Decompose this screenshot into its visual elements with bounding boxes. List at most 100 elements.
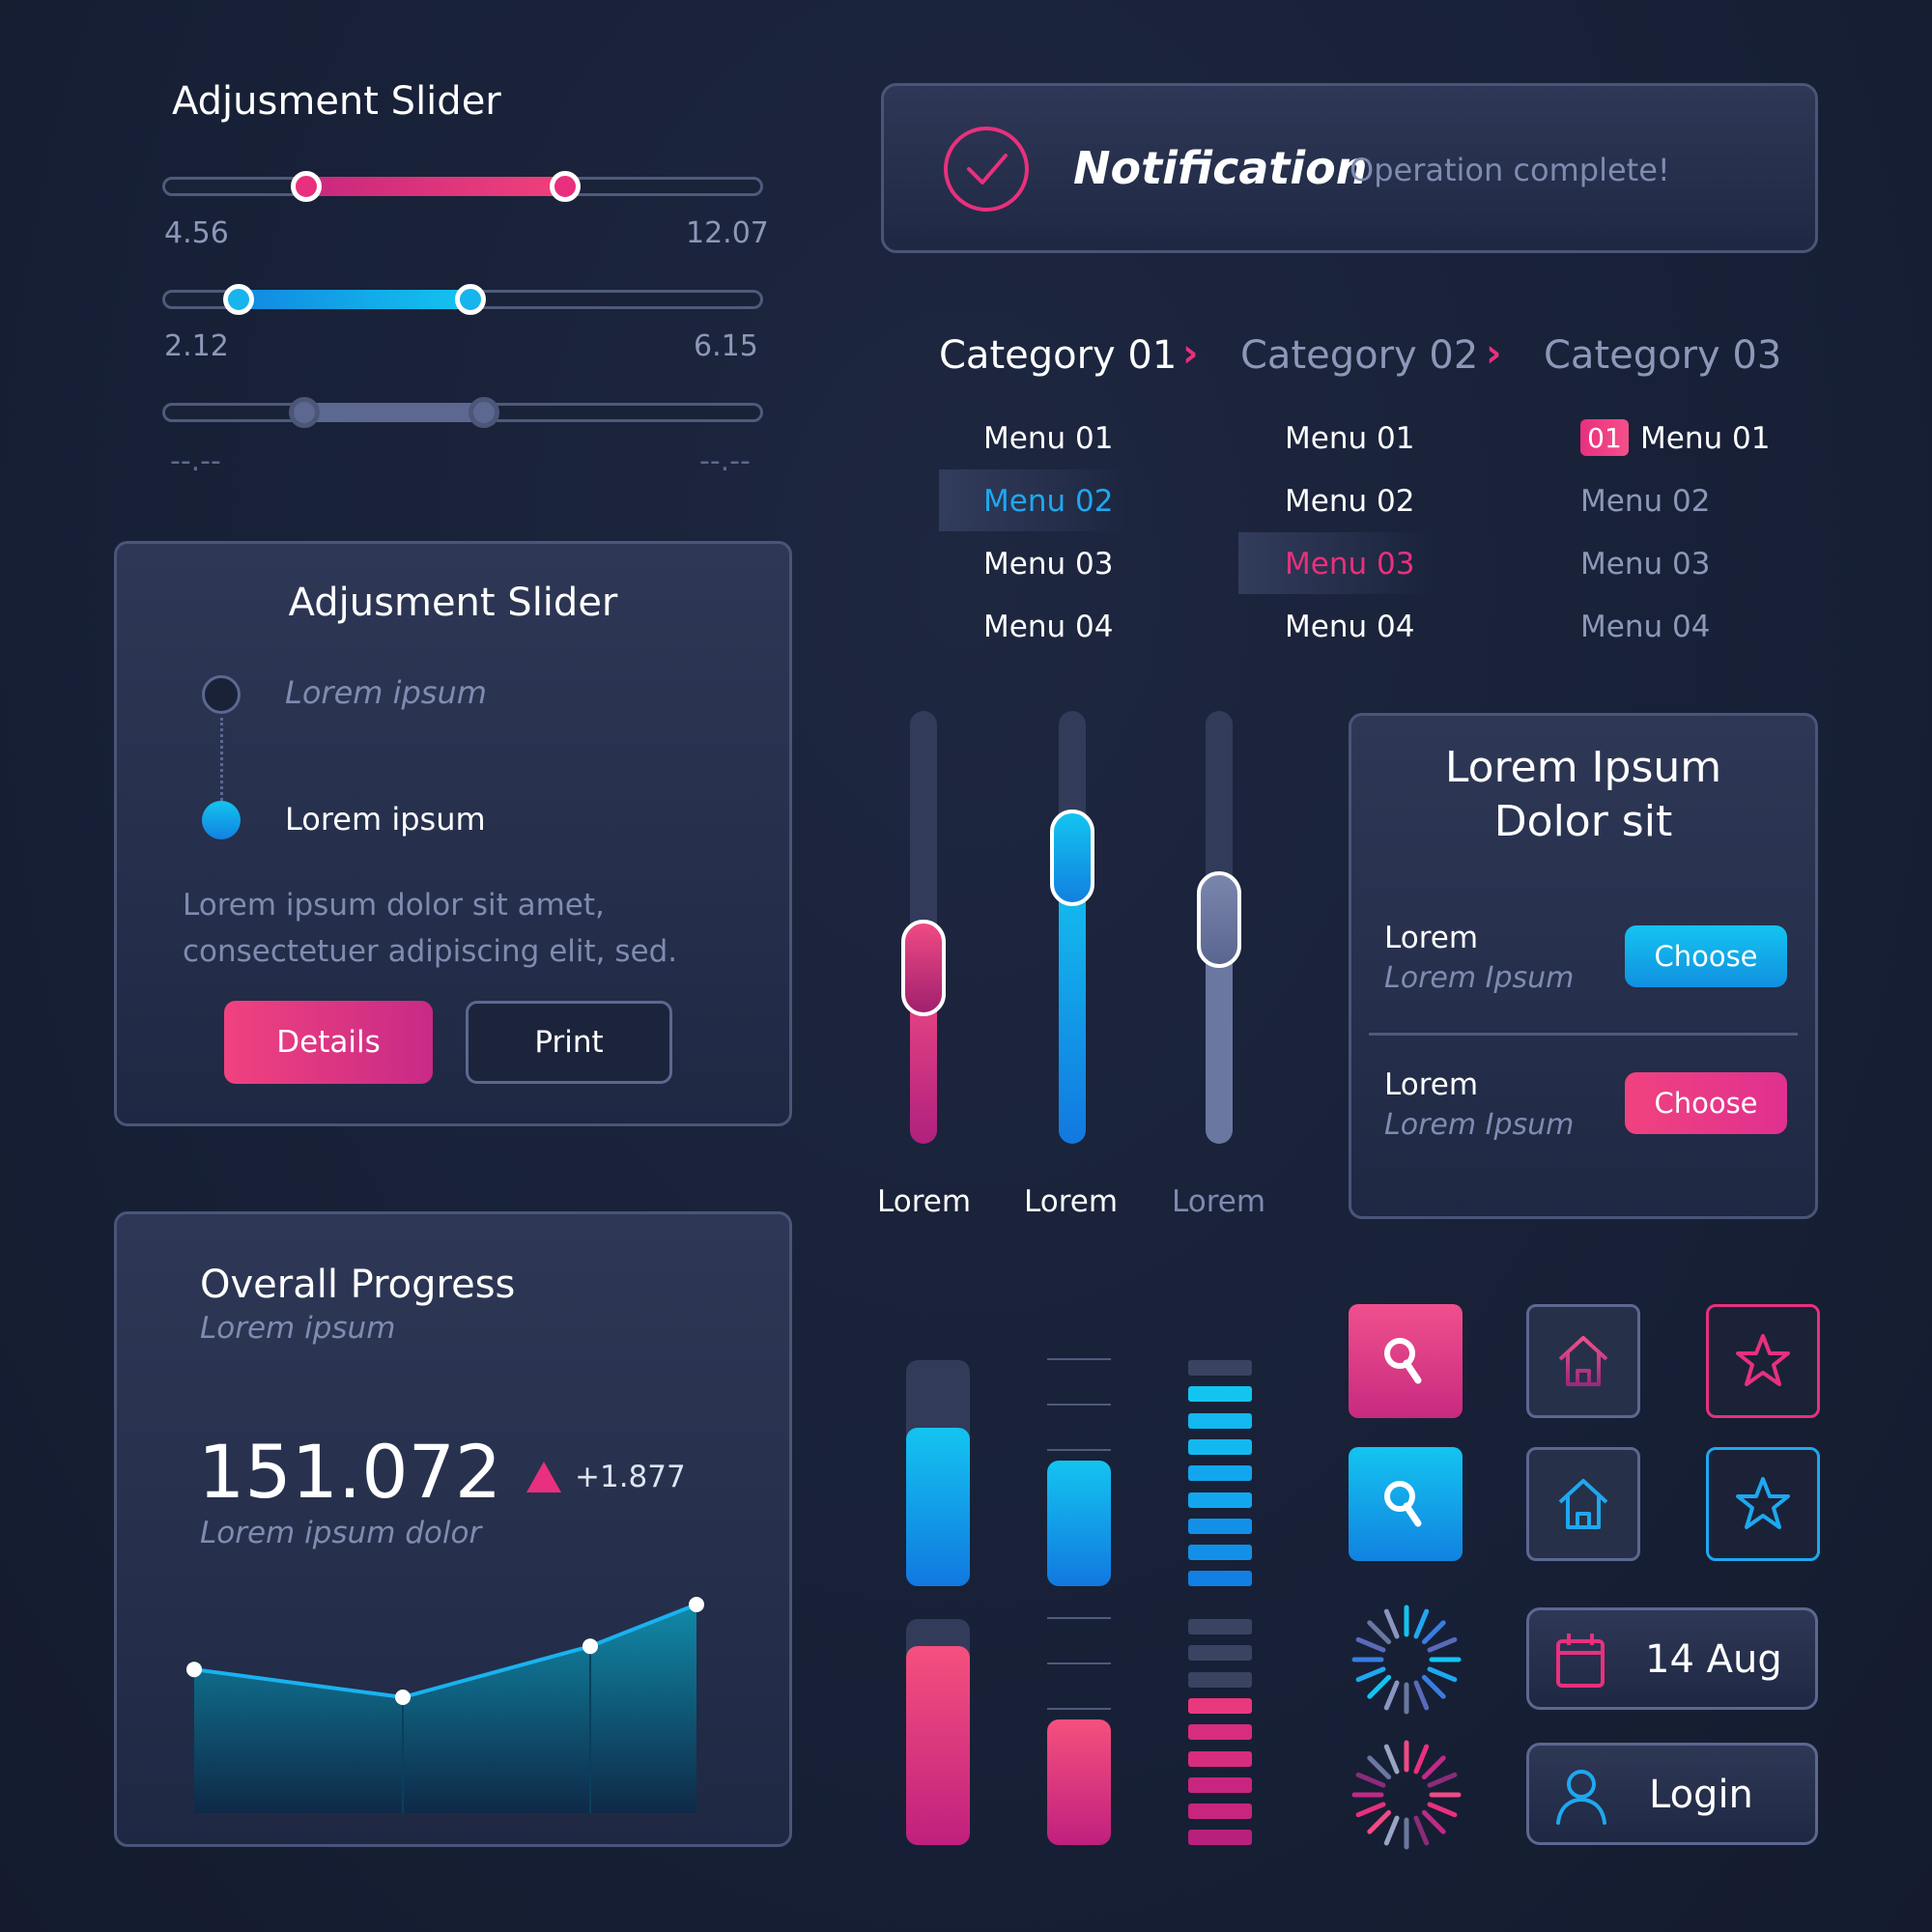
step-dot-inactive	[202, 675, 241, 714]
menu-item[interactable]: Menu 01	[1285, 421, 1415, 456]
meter-segment-lit	[1188, 1545, 1252, 1560]
meter-segment-off	[1188, 1360, 1252, 1376]
menu-item[interactable]: Menu 02	[1580, 484, 1711, 519]
menu-item[interactable]: Menu 03	[1580, 547, 1711, 582]
check-circle-icon	[942, 125, 1031, 213]
menu-badge: 01	[1580, 419, 1629, 456]
tick-bar-pink-fill	[1047, 1719, 1111, 1845]
search-button-blue[interactable]	[1349, 1447, 1463, 1561]
segment-meter-pink	[1188, 1619, 1252, 1847]
meter-segment-lit	[1188, 1465, 1252, 1481]
range-slider-3-max-handle[interactable]	[469, 397, 499, 428]
home-button-blue[interactable]	[1526, 1447, 1640, 1561]
search-button-pink[interactable]	[1349, 1304, 1463, 1418]
notification-title: Notification	[1073, 142, 1368, 194]
range-slider-1-max-handle[interactable]	[550, 171, 581, 202]
spinner-spoke	[1427, 1666, 1458, 1683]
range-slider-1-min-handle[interactable]	[291, 171, 322, 202]
step-dot-active	[202, 801, 241, 839]
range-slider-2[interactable]	[162, 284, 763, 315]
vertical-slider-gray-handle[interactable]	[1197, 871, 1241, 968]
chart-point	[582, 1638, 598, 1655]
user-icon	[1556, 1770, 1606, 1825]
choose-button-blue[interactable]: Choose	[1625, 925, 1787, 987]
range-slider-2-min-handle[interactable]	[223, 284, 254, 315]
meter-segment-lit	[1188, 1830, 1252, 1845]
menu-highlight	[1238, 532, 1432, 594]
star-button-pink[interactable]	[1706, 1304, 1820, 1418]
spinner-spoke	[1427, 1636, 1458, 1653]
menu-item-selected[interactable]: Menu 03	[1285, 547, 1415, 582]
range-slider-1-fill	[305, 177, 564, 196]
menu-item[interactable]: Menu 03	[983, 547, 1114, 582]
vertical-slider-blue[interactable]	[1050, 711, 1094, 1144]
tick-bar-pink	[1047, 1617, 1111, 1845]
spinner-spoke	[1355, 1636, 1386, 1653]
tick-line	[1047, 1617, 1111, 1619]
home-button-pink[interactable]	[1526, 1304, 1640, 1418]
meter-segment-lit	[1188, 1571, 1252, 1586]
print-button[interactable]: Print	[466, 1001, 672, 1084]
meter-segment-lit	[1188, 1519, 1252, 1534]
spinner-spoke	[1413, 1744, 1430, 1775]
spinner-spoke	[1427, 1802, 1458, 1818]
star-icon	[1736, 1477, 1790, 1529]
range-slider-3[interactable]	[162, 397, 763, 428]
stepper-card-body: Lorem ipsum dolor sit amet, consectetuer…	[183, 882, 677, 975]
progress-subtitle: Lorem ipsum	[200, 1311, 396, 1346]
menu-item-selected[interactable]: Menu 02	[983, 484, 1114, 519]
spinner-spoke	[1421, 1620, 1446, 1645]
loading-spinner-pink-icon	[1351, 1740, 1462, 1850]
vertical-slider-blue-handle[interactable]	[1050, 810, 1094, 906]
spinner-spoke	[1383, 1815, 1400, 1846]
tick-line	[1047, 1708, 1111, 1710]
range-slider-1-max-value: 12.07	[686, 216, 769, 250]
divider	[1369, 1033, 1798, 1036]
range-slider-2-max-handle[interactable]	[455, 284, 486, 315]
meter-segment-lit	[1188, 1724, 1252, 1740]
progress-card: Overall Progress Lorem ipsum 151.072 +1.…	[114, 1211, 792, 1847]
chart-point	[689, 1597, 704, 1612]
range-slider-3-min-handle[interactable]	[289, 397, 320, 428]
choose-row-1-label: Lorem	[1384, 921, 1479, 955]
menu-item[interactable]: Menu 04	[983, 610, 1114, 644]
tab-category-01[interactable]: Category 01	[939, 333, 1178, 378]
range-slider-1[interactable]	[162, 171, 763, 202]
range-slider-3-min-value: --.--	[170, 444, 221, 478]
range-slider-3-fill	[302, 403, 484, 422]
progress-caption: Lorem ipsum dolor	[200, 1516, 482, 1550]
title-line: Dolor sit	[1493, 797, 1673, 846]
menu-item[interactable]: Menu 01	[1640, 421, 1771, 456]
range-slider-2-fill	[237, 290, 470, 309]
spinner-spoke	[1355, 1802, 1386, 1818]
star-button-blue[interactable]	[1706, 1447, 1820, 1561]
vertical-slider-pink-handle[interactable]	[901, 920, 946, 1016]
date-button[interactable]: 14 Aug	[1526, 1607, 1818, 1710]
vertical-slider-pink[interactable]	[901, 711, 946, 1144]
chart-point	[395, 1690, 411, 1705]
progress-area-chart	[186, 1597, 704, 1813]
menu-item[interactable]: Menu 02	[1285, 484, 1415, 519]
range-slider-3-max-value: --.--	[699, 444, 751, 478]
body-line: consectetuer adipiscing elit, sed.	[183, 934, 678, 969]
meter-segment-lit	[1188, 1698, 1252, 1714]
menu-item[interactable]: Menu 04	[1285, 610, 1415, 644]
segment-meter-blue	[1188, 1360, 1252, 1588]
chevron-right-icon: ›	[1486, 331, 1502, 376]
vertical-slider-label: Lorem	[1024, 1184, 1119, 1219]
choose-button-pink[interactable]: Choose	[1625, 1072, 1787, 1134]
tick-line	[1047, 1662, 1111, 1664]
spinner-spoke	[1367, 1809, 1392, 1834]
menu-item[interactable]: Menu 04	[1580, 610, 1711, 644]
star-icon	[1736, 1334, 1790, 1386]
details-button[interactable]: Details	[224, 1001, 433, 1084]
menu-highlight	[939, 469, 1132, 531]
login-button[interactable]: Login	[1526, 1743, 1818, 1845]
notification-panel: Notification Operation complete!	[881, 83, 1818, 253]
spinner-spoke	[1413, 1680, 1430, 1711]
search-icon	[1384, 1481, 1422, 1527]
tab-category-02[interactable]: Category 02	[1240, 333, 1479, 378]
vertical-slider-gray[interactable]	[1197, 711, 1241, 1144]
tab-category-03[interactable]: Category 03	[1544, 333, 1782, 378]
menu-item[interactable]: Menu 01	[983, 421, 1114, 456]
